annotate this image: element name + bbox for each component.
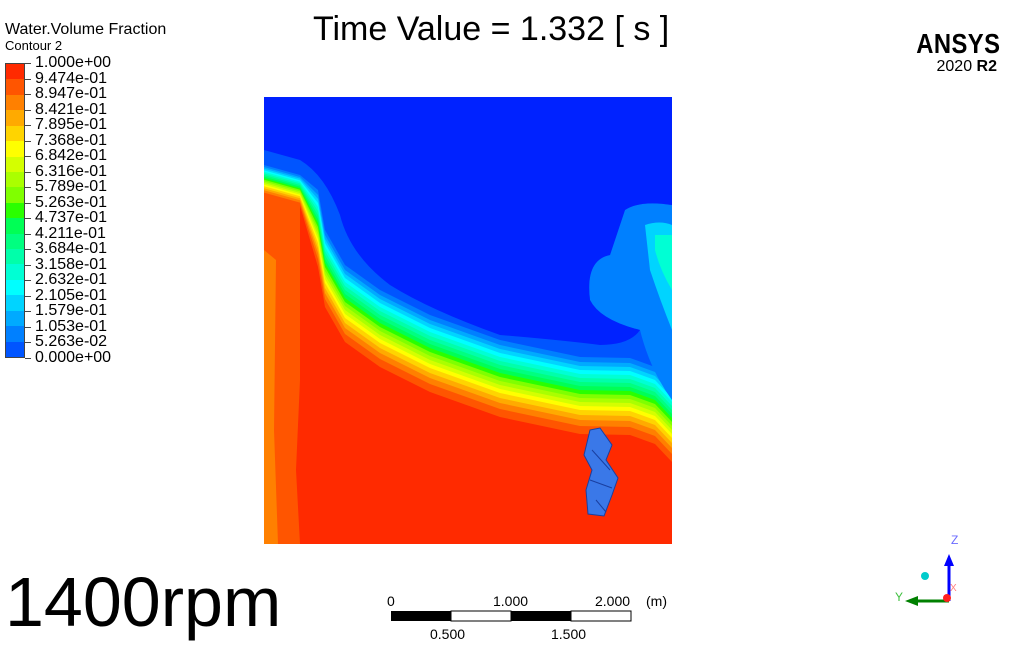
legend-label: 5.263e-01 (35, 193, 108, 211)
colorbar-band (6, 110, 24, 126)
legend-label: 7.895e-01 (35, 116, 108, 134)
legend-label: 2.105e-01 (35, 286, 108, 304)
scale-label-2: 2.000 (595, 593, 631, 609)
scale-label-05: 0.500 (430, 626, 466, 642)
legend-title: Water.Volume Fraction (5, 21, 167, 38)
colorbar-band (6, 125, 24, 142)
colorbar-band (6, 341, 24, 358)
legend-tick (25, 295, 31, 297)
legend-tick (25, 280, 31, 282)
legend-tick (25, 264, 31, 266)
ansys-logo: ANSYS 2020 R2 (902, 28, 1001, 76)
colorbar-band (6, 264, 24, 280)
colorbar-band (6, 279, 24, 296)
legend-subtitle: Contour 2 (5, 38, 63, 53)
legend-tick (25, 233, 31, 235)
legend-tick (25, 156, 31, 158)
colorbar-band (6, 156, 24, 172)
legend-label: 6.842e-01 (35, 147, 108, 165)
axis-x-label: X (950, 583, 957, 594)
contour-plot (264, 97, 672, 544)
colorbar (5, 63, 25, 358)
scale-label-15: 1.500 (551, 626, 587, 642)
logo-release: R2 (976, 58, 997, 75)
colorbar-band (6, 141, 24, 157)
legend-tick (25, 94, 31, 96)
legend-tick (25, 78, 31, 80)
legend-tick (25, 109, 31, 111)
scale-label-1: 1.000 (493, 593, 529, 609)
legend-label: 1.000e+00 (35, 54, 112, 71)
legend-label: 5.263e-02 (35, 333, 108, 351)
colorbar-band (6, 187, 24, 203)
logo-brand: ANSYS (916, 28, 1001, 59)
legend-tick (25, 249, 31, 251)
scale-bar (391, 610, 632, 622)
legend-tick (25, 342, 31, 344)
colorbar-band (6, 64, 24, 80)
legend-tick (25, 218, 31, 220)
legend-label: 8.421e-01 (35, 100, 108, 118)
legend-label: 3.158e-01 (35, 255, 108, 273)
logo-version: 2020 (936, 58, 973, 75)
rpm-annotation: 1400rpm (5, 563, 282, 641)
legend-tick (25, 63, 31, 64)
colorbar-band (6, 295, 24, 311)
colorbar-band (6, 79, 24, 95)
legend-tick (25, 171, 31, 173)
legend-label: 3.684e-01 (35, 240, 108, 258)
legend-label: 5.789e-01 (35, 178, 108, 196)
legend-label: 0.000e+00 (35, 349, 112, 366)
colorbar-band (6, 218, 24, 234)
colorbar-band (6, 310, 24, 327)
colorbar-band (6, 233, 24, 250)
legend-label: 7.368e-01 (35, 131, 108, 149)
legend-tick (25, 140, 31, 142)
legend-label: 9.474e-01 (35, 69, 108, 87)
legend-tick (25, 358, 31, 359)
legend-tick (25, 125, 31, 127)
legend-label: 6.316e-01 (35, 162, 108, 180)
axis-z-label: Z (951, 533, 959, 547)
colorbar-band (6, 202, 24, 219)
scale-label-0: 0 (387, 593, 395, 609)
legend-label: 1.053e-01 (35, 317, 108, 335)
contour-region (264, 250, 278, 544)
legend-label: 1.579e-01 (35, 302, 108, 320)
colorbar-band (6, 249, 24, 265)
legend-tick (25, 311, 31, 313)
legend-label: 4.737e-01 (35, 209, 108, 227)
time-value: Time Value = 1.332 [ s ] (313, 10, 670, 48)
axis-y-label: Y (895, 590, 904, 604)
legend-label: 8.947e-01 (35, 85, 108, 103)
legend-label: 2.632e-01 (35, 271, 108, 289)
colorbar-band (6, 171, 24, 188)
legend-tick (25, 202, 31, 204)
legend-tick (25, 326, 31, 328)
colorbar-band (6, 326, 24, 342)
legend-label: 4.211e-01 (35, 224, 106, 242)
legend-tick (25, 187, 31, 189)
axis-triad (905, 554, 954, 606)
contour-region (264, 97, 672, 345)
colorbar-band (6, 94, 24, 111)
contour-region (655, 235, 672, 290)
scale-unit: (m) (646, 593, 667, 609)
